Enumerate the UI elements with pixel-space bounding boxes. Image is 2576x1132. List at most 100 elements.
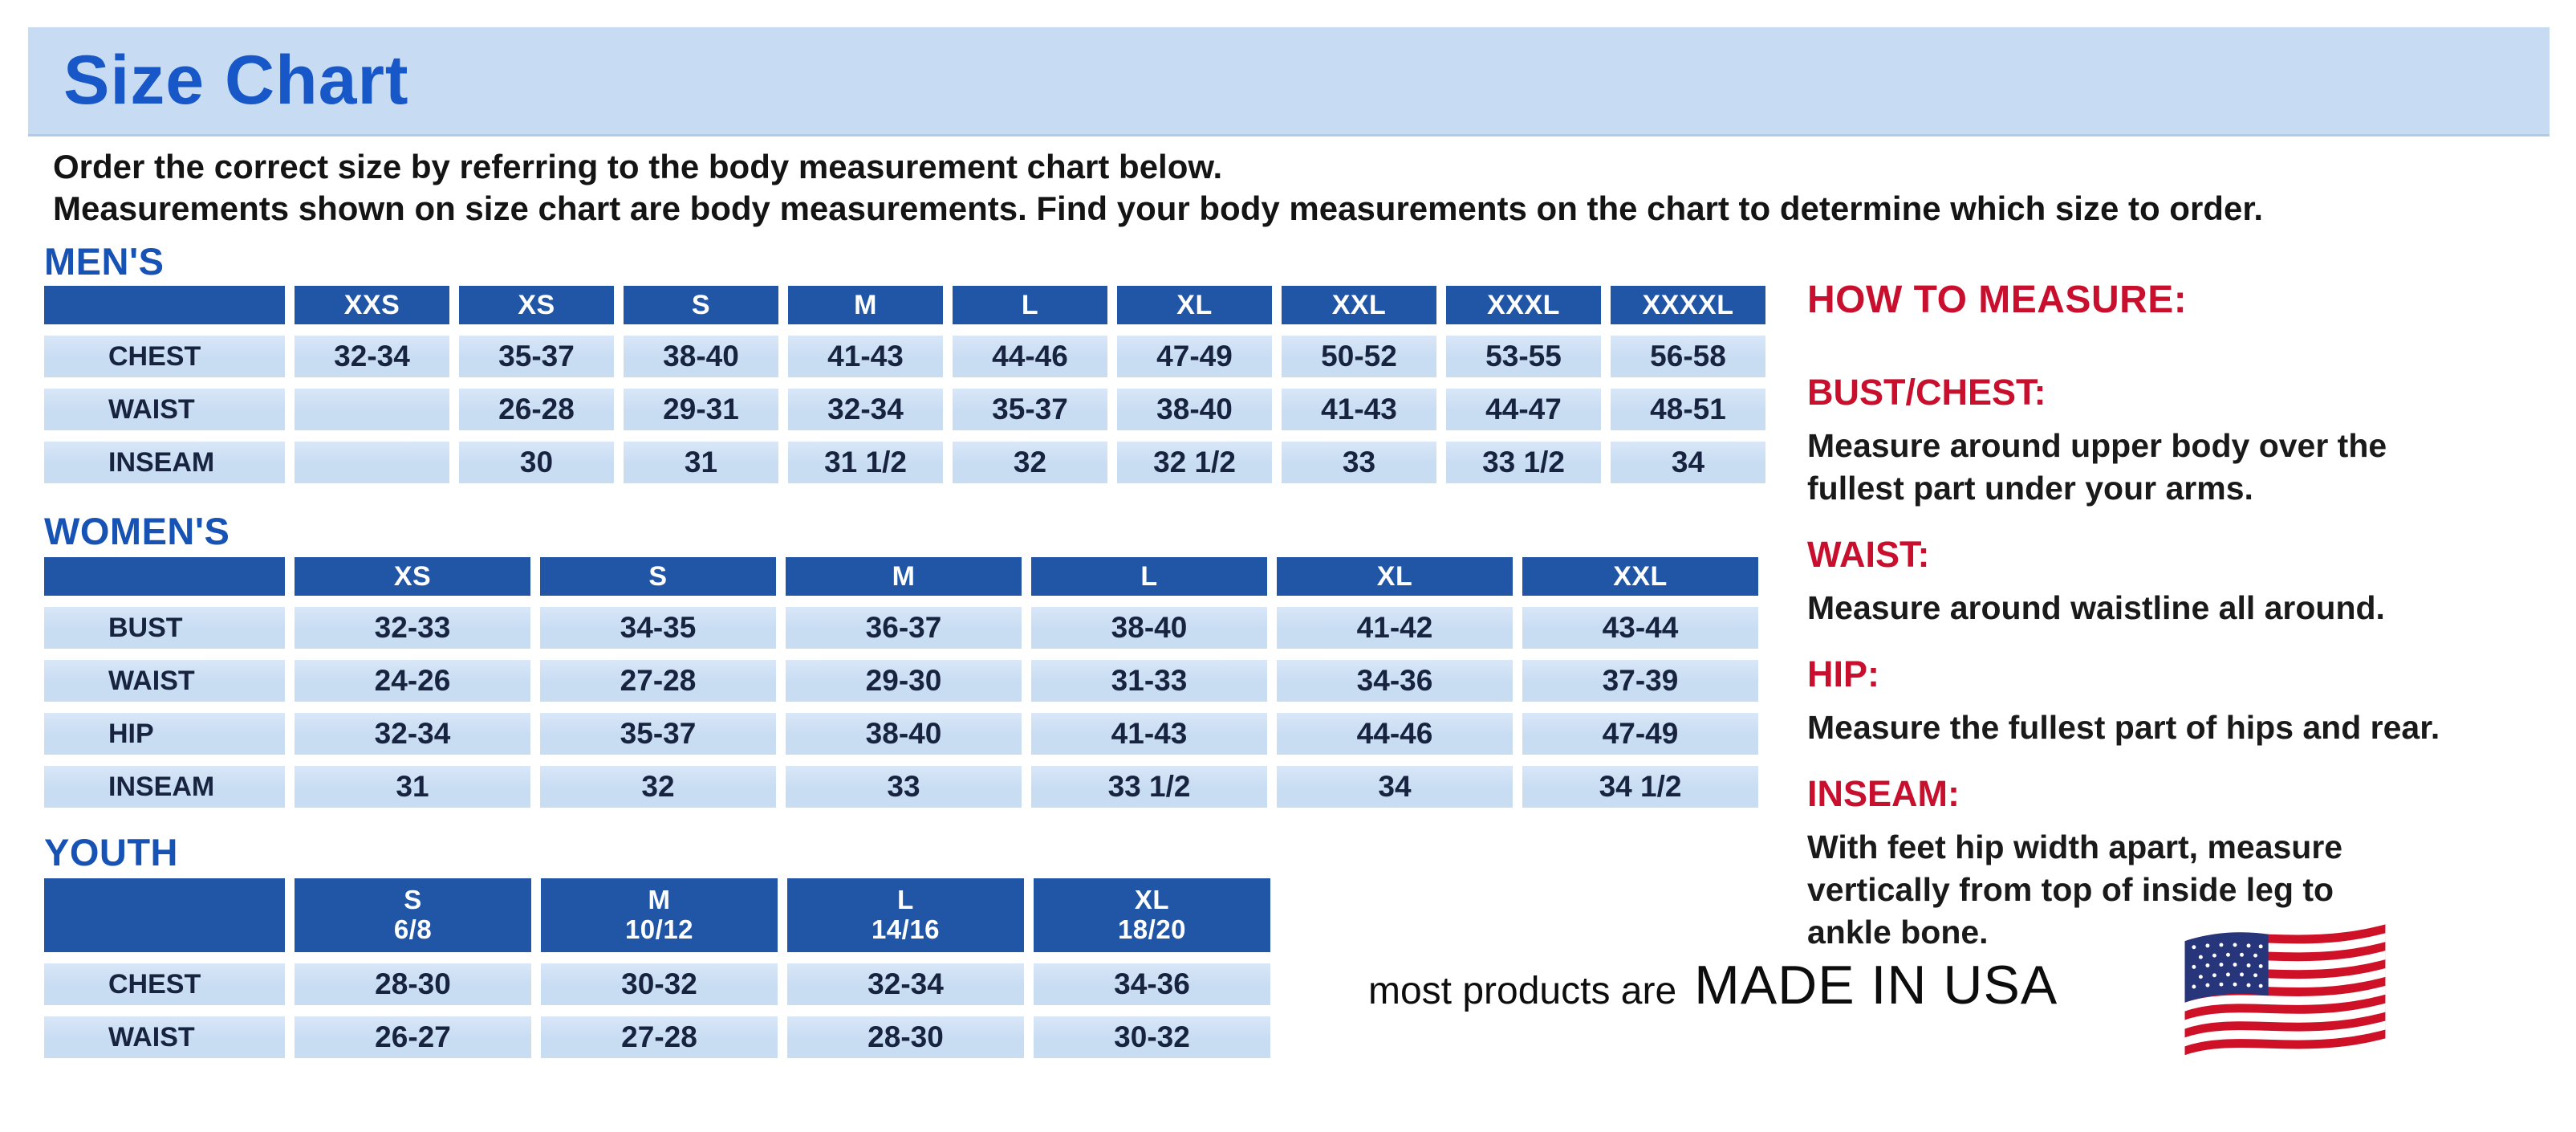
table-cell: 41-43 (1282, 389, 1436, 430)
table-cell: 32 (953, 442, 1107, 483)
table-cell: 26-27 (295, 1016, 531, 1058)
size-column-header: XXS (295, 286, 449, 324)
table-cell: 33 1/2 (1031, 766, 1267, 808)
table-cell: 33 (786, 766, 1022, 808)
table-cell: 34-36 (1034, 963, 1270, 1005)
table-cell: 34 (1277, 766, 1513, 808)
measure-text-line: fullest part under your arms. (1807, 470, 2253, 507)
table-cell: 43-44 (1522, 607, 1758, 649)
size-column-header: M 10/12 (541, 878, 778, 952)
row-label: WAIST (44, 660, 285, 702)
size-column-header: XXXXL (1611, 286, 1765, 324)
size-column-header: XL (1277, 557, 1513, 596)
row-label: CHEST (44, 336, 285, 377)
table-cell: 32 (540, 766, 776, 808)
table-cell: 30 (459, 442, 614, 483)
row-label: HIP (44, 713, 285, 755)
table-cell (295, 442, 449, 483)
table-cell: 29-31 (624, 389, 778, 430)
table-cell: 33 (1282, 442, 1436, 483)
table-cell: 34 (1611, 442, 1765, 483)
table-cell: 35-37 (540, 713, 776, 755)
youth-age-range: 6/8 (393, 914, 433, 944)
made-in-usa-text: MADE IN USA (1694, 955, 2058, 1016)
table-cell: 38-40 (624, 336, 778, 377)
size-column-header: S (540, 557, 776, 596)
youth-size: M (648, 885, 671, 915)
measure-text-line: Measure around upper body over the (1807, 427, 2387, 464)
table-cell: 33 1/2 (1446, 442, 1601, 483)
page-title: Size Chart (63, 42, 409, 119)
corner-cell (44, 286, 285, 324)
how-to-measure-heading: HOW TO MEASURE: (1807, 279, 2188, 321)
size-column-header: S 6/8 (295, 878, 531, 952)
intro-line-1: Order the correct size by referring to t… (53, 148, 1223, 185)
womens-section-heading: WOMEN'S (44, 510, 230, 552)
table-cell: 28-30 (787, 1016, 1024, 1058)
table-cell: 35-37 (953, 389, 1107, 430)
table-cell: 41-43 (788, 336, 943, 377)
table-cell: 47-49 (1522, 713, 1758, 755)
table-cell: 38-40 (1117, 389, 1272, 430)
womens-size-table: XS S M L XL XXL BUST 32-33 34-35 36-37 3… (44, 557, 1758, 808)
mens-section-heading: MEN'S (44, 240, 165, 283)
title-bar: Size Chart (28, 27, 2550, 136)
table-cell: 44-47 (1446, 389, 1601, 430)
youth-age-range: 14/16 (871, 914, 941, 944)
size-column-header: XS (295, 557, 530, 596)
table-cell: 28-30 (295, 963, 531, 1005)
table-cell: 32-34 (295, 713, 530, 755)
youth-size-table: S 6/8 M 10/12 L 14/16 XL 18/20 CHEST 28-… (44, 878, 1270, 1058)
us-flag-icon (2184, 924, 2386, 1056)
table-cell: 32 1/2 (1117, 442, 1272, 483)
table-cell (295, 389, 449, 430)
size-column-header: XL (1117, 286, 1272, 324)
measure-text-line: vertically from top of inside leg to (1807, 871, 2334, 908)
corner-cell (44, 878, 285, 952)
size-column-header: M (788, 286, 943, 324)
made-in-usa-line: most products are MADE IN USA (1368, 954, 2058, 1016)
row-label: WAIST (44, 389, 285, 430)
table-cell: 38-40 (786, 713, 1022, 755)
made-in-usa-prefix: most products are (1368, 970, 1677, 1012)
table-cell: 27-28 (540, 660, 776, 702)
table-cell: 48-51 (1611, 389, 1765, 430)
how-to-measure-section: HOW TO MEASURE: BUST/CHEST: Measure arou… (1807, 278, 2570, 978)
table-cell: 32-34 (788, 389, 943, 430)
table-cell: 30-32 (1034, 1016, 1270, 1058)
table-cell: 34-36 (1277, 660, 1513, 702)
table-cell: 44-46 (953, 336, 1107, 377)
size-column-header: L 14/16 (787, 878, 1024, 952)
table-cell: 32-34 (295, 336, 449, 377)
youth-size: L (897, 885, 914, 915)
measure-text-line: ankle bone. (1807, 914, 1989, 951)
measure-label-bust-chest: BUST/CHEST: (1807, 372, 2046, 413)
table-cell: 41-42 (1277, 607, 1513, 649)
table-cell: 50-52 (1282, 336, 1436, 377)
table-cell: 53-55 (1446, 336, 1601, 377)
table-cell: 29-30 (786, 660, 1022, 702)
size-column-header: XL 18/20 (1034, 878, 1270, 952)
table-cell: 47-49 (1117, 336, 1272, 377)
table-cell: 34 1/2 (1522, 766, 1758, 808)
table-cell: 38-40 (1031, 607, 1267, 649)
table-cell: 32-34 (787, 963, 1024, 1005)
youth-size: XL (1134, 885, 1170, 915)
mens-size-table: XXS XS S M L XL XXL XXXL XXXXL CHEST 32-… (44, 286, 1765, 483)
row-label: BUST (44, 607, 285, 649)
table-cell: 31 (295, 766, 530, 808)
table-cell: 36-37 (786, 607, 1022, 649)
table-cell: 37-39 (1522, 660, 1758, 702)
size-column-header: XXL (1522, 557, 1758, 596)
size-column-header: XS (459, 286, 614, 324)
intro-line-2: Measurements shown on size chart are bod… (53, 189, 2264, 227)
size-column-header: L (1031, 557, 1267, 596)
table-cell: 31 (624, 442, 778, 483)
table-cell: 31 1/2 (788, 442, 943, 483)
size-column-header: XXXL (1446, 286, 1601, 324)
table-cell: 35-37 (459, 336, 614, 377)
table-cell: 31-33 (1031, 660, 1267, 702)
row-label: WAIST (44, 1016, 285, 1058)
table-cell: 24-26 (295, 660, 530, 702)
